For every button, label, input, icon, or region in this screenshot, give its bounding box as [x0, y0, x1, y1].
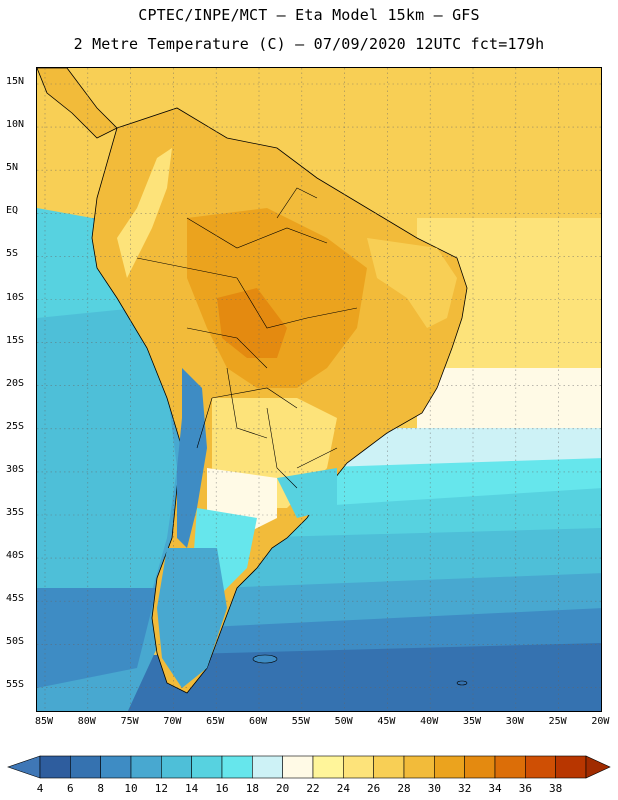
lon-label: 30W: [505, 716, 524, 727]
colorbar-label: 28: [397, 782, 411, 795]
lat-label: 50S: [6, 636, 25, 648]
colorbar-swatch: [434, 755, 465, 779]
lon-label: 70W: [163, 716, 182, 727]
field-andes-north: [117, 148, 172, 278]
lat-label: 55S: [6, 679, 25, 691]
lat-label: 15N: [6, 76, 25, 87]
field-interior-32: [217, 288, 287, 358]
lon-label: 35W: [462, 716, 482, 727]
colorbar-swatch: [221, 755, 253, 779]
lat-label: 45S: [6, 593, 25, 605]
colorbar-swatch: [555, 755, 587, 779]
colorbar-swatch: [39, 755, 71, 779]
colorbar-swatch: [130, 755, 162, 779]
colorbar-label: 38: [549, 782, 563, 795]
lon-label: 60W: [248, 716, 268, 727]
lon-label: 75W: [120, 716, 139, 727]
colorbar-label: 16: [215, 782, 229, 795]
field-patagonia: [157, 548, 227, 688]
lon-label: 55W: [291, 716, 310, 727]
colorbar-swatch: [494, 755, 526, 779]
colorbar-label: 32: [458, 782, 472, 795]
colorbar-swatch: [525, 755, 556, 779]
field-uruguay: [277, 468, 337, 518]
colorbar-swatch: [464, 755, 496, 779]
country-borders: [136, 187, 358, 489]
colorbar-swatch: [161, 755, 192, 779]
colorbar-label: 24: [336, 782, 350, 795]
island-falklands: [252, 654, 278, 664]
colorbar-swatch: [282, 755, 314, 779]
lat-label: 5N: [6, 162, 19, 174]
colorbar-label: 10: [124, 782, 138, 795]
lon-label: 40W: [420, 716, 439, 727]
colorbar-label: 6: [67, 782, 74, 795]
lat-label: 10N: [6, 119, 25, 131]
colorbar-high-arrow: [585, 755, 611, 779]
colorbar-label: 12: [154, 782, 168, 795]
temperature-colorbar: [7, 755, 611, 779]
colorbar-low-arrow: [7, 755, 41, 779]
lon-label: 65W: [206, 716, 225, 727]
colorbar-swatch: [403, 755, 435, 779]
map-title-line1: CPTEC/INPE/MCT – Eta Model 15km – GFS: [138, 6, 480, 24]
colorbar-swatch: [373, 755, 405, 779]
lat-label: 5S: [6, 248, 19, 260]
lat-label: 20S: [6, 377, 25, 389]
island-south-georgia: [456, 680, 468, 686]
lon-label: 50W: [334, 716, 353, 727]
field-northeast: [367, 238, 457, 328]
lon-label: 25W: [548, 716, 567, 727]
lat-label: 10S: [6, 291, 25, 303]
lat-label: 30S: [6, 463, 25, 475]
colorbar-swatch: [100, 755, 132, 779]
colorbar-label: 26: [367, 782, 381, 795]
field-andes: [177, 368, 207, 548]
colorbar-swatch: [252, 755, 283, 779]
colorbar-label: 4: [36, 782, 44, 795]
colorbar-label: 18: [245, 782, 259, 795]
colorbar-label: 30: [427, 782, 441, 795]
colorbar-swatch: [312, 755, 344, 779]
temperature-map: [36, 67, 602, 712]
colorbar-label: 20: [276, 782, 290, 795]
lat-label: 40S: [6, 550, 25, 562]
lat-label: 15S: [6, 334, 25, 346]
lat-label: EQ: [6, 205, 19, 217]
map-title-line2: 2 Metre Temperature (C) – 07/09/2020 12U…: [73, 35, 545, 53]
lon-label: 85W: [34, 716, 54, 727]
colorbar-label: 34: [488, 782, 502, 795]
lat-label: 35S: [6, 507, 25, 518]
continent-central-america: [37, 68, 118, 139]
colorbar-swatch: [70, 755, 101, 779]
lon-label: 20W: [591, 716, 610, 727]
colorbar-label: 22: [306, 782, 320, 795]
lon-label: 45W: [377, 716, 396, 727]
field-pacific-south: [37, 588, 157, 688]
colorbar-swatch: [191, 755, 223, 779]
temperature-map-canvas: [37, 68, 601, 711]
colorbar-label: 8: [97, 782, 104, 795]
colorbar-label: 36: [518, 782, 532, 795]
lon-label: 80W: [77, 716, 96, 727]
field-atlantic-mild: [417, 368, 601, 438]
colorbar-label: 14: [185, 782, 199, 795]
lat-label: 25S: [6, 420, 25, 432]
colorbar-swatch: [343, 755, 374, 779]
